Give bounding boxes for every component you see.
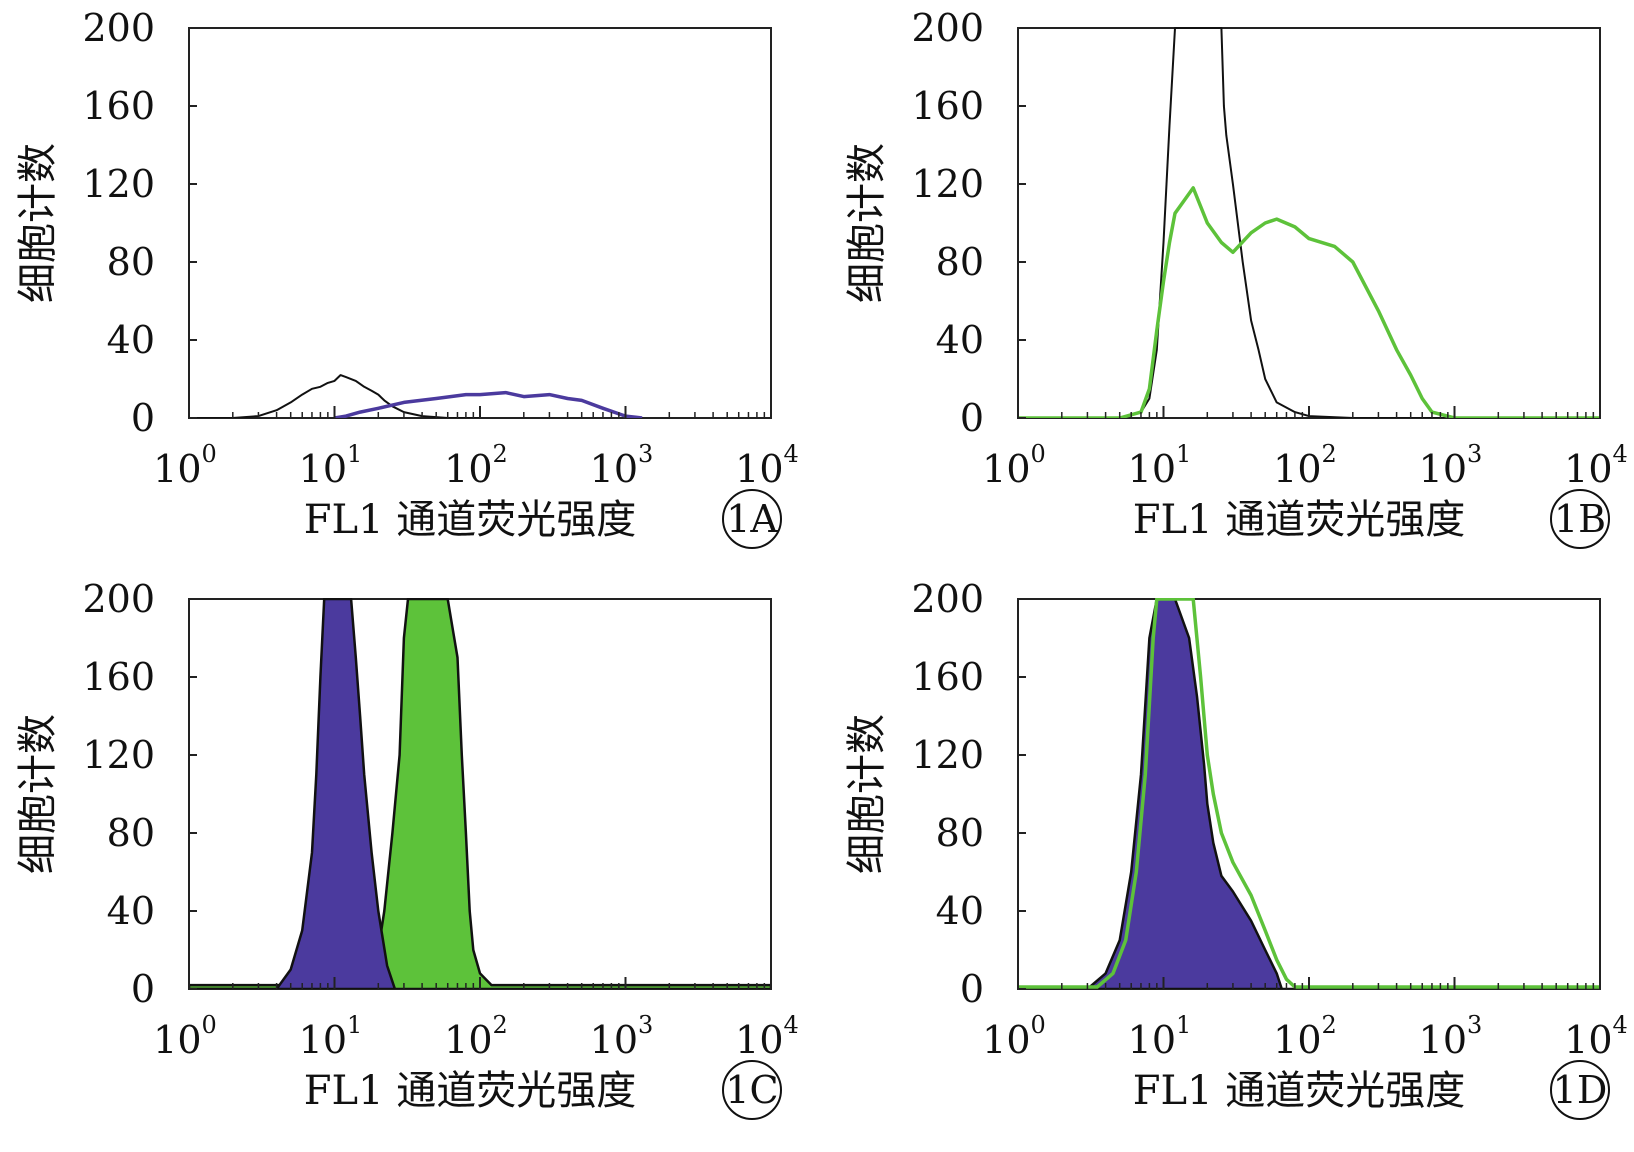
x-tick-label: 104	[1564, 1011, 1628, 1062]
x-tick-label: 104	[735, 440, 799, 491]
plot-area	[1018, 27, 1600, 418]
x-axis-label: FL1 通道荧光强度	[304, 1068, 636, 1114]
y-tick-label: 80	[107, 240, 155, 284]
x-axis-label: FL1 通道荧光强度	[1133, 497, 1465, 543]
plot-area	[1018, 598, 1600, 989]
x-tick-label: 104	[735, 1011, 799, 1062]
panel-tag-circle	[722, 489, 782, 549]
x-tick-label: 102	[1273, 440, 1337, 491]
x-tick-label: 100	[153, 440, 217, 491]
panel-tag-circle	[722, 1060, 782, 1120]
histogram-series-2	[1018, 186, 1600, 418]
y-tick-label: 160	[82, 84, 155, 128]
plot-area	[189, 598, 771, 989]
y-tick-label: 40	[936, 889, 984, 933]
x-tick-label: 101	[1128, 1011, 1192, 1062]
y-tick-label: 200	[911, 577, 984, 621]
y-tick-label: 80	[107, 811, 155, 855]
x-axis-label: FL1 通道荧光强度	[304, 497, 636, 543]
panel-tag-circle	[1550, 1060, 1610, 1120]
plot-frame	[188, 27, 772, 419]
histogram-series-1	[1018, 598, 1600, 989]
y-tick-label: 120	[911, 733, 984, 777]
x-tick-label: 101	[1128, 440, 1192, 491]
x-axis-label: FL1 通道荧光强度	[1133, 1068, 1465, 1114]
histogram-series-2	[189, 598, 397, 989]
x-tick-label: 101	[299, 1011, 363, 1062]
plot-frame	[1017, 598, 1601, 990]
y-tick-label: 200	[911, 6, 984, 50]
plot-frame	[188, 598, 772, 990]
histogram-series-1	[189, 374, 480, 418]
y-tick-label: 160	[911, 84, 984, 128]
x-tick-label: 102	[444, 440, 508, 491]
y-axis-label: 细胞计数	[15, 714, 61, 874]
y-tick-label: 120	[911, 162, 984, 206]
plot-area	[189, 374, 643, 418]
panel-1c: 0 40 80 120 160 200 100 101 102 103 104 细胞计数 FL1 通道荧…	[15, 577, 799, 1120]
panel-1d: 0 40 80 120 160 200 100 101 102 103 104 细胞计数 FL1 通道荧…	[844, 577, 1628, 1120]
y-tick-label: 0	[960, 396, 984, 440]
panel-tag-label: 1C	[725, 1068, 778, 1112]
plot-frame	[1017, 27, 1601, 419]
y-axis-label: 细胞计数	[844, 714, 890, 874]
y-tick-label: 80	[936, 240, 984, 284]
x-tick-label: 103	[1419, 440, 1483, 491]
x-tick-label: 101	[299, 440, 363, 491]
y-tick-label: 200	[82, 6, 155, 50]
histogram-series-2	[334, 390, 643, 418]
panel-tag-label: 1B	[1554, 497, 1606, 541]
y-tick-label: 0	[131, 396, 155, 440]
x-tick-label: 100	[153, 1011, 217, 1062]
x-tick-label: 103	[590, 440, 654, 491]
y-tick-label: 120	[82, 162, 155, 206]
y-tick-label: 120	[82, 733, 155, 777]
y-tick-label: 40	[936, 318, 984, 362]
panel-1a: 0 40 80 120 160 200 100 101 102 103 104 细胞计数 FL1 通道荧…	[15, 6, 799, 549]
x-tick-label: 100	[982, 1011, 1046, 1062]
panel-tag-label: 1D	[1553, 1068, 1608, 1112]
x-tick-label: 100	[982, 440, 1046, 491]
panel-tag-circle	[1550, 489, 1610, 549]
y-axis-label: 细胞计数	[844, 143, 890, 303]
x-tick-label: 102	[444, 1011, 508, 1062]
y-tick-label: 0	[960, 967, 984, 1011]
panel-1b: 0 40 80 120 160 200 100 101 102 103 104 细胞计数 FL1 通道荧…	[844, 6, 1628, 549]
y-tick-label: 40	[107, 318, 155, 362]
histogram-series-2	[1018, 598, 1600, 989]
y-tick-label: 160	[911, 655, 984, 699]
y-tick-label: 0	[131, 967, 155, 1011]
x-tick-label: 103	[590, 1011, 654, 1062]
y-axis-label: 细胞计数	[15, 143, 61, 303]
y-tick-label: 40	[107, 889, 155, 933]
panel-tag-label: 1A	[726, 497, 778, 541]
x-tick-label: 104	[1564, 440, 1628, 491]
y-tick-label: 200	[82, 577, 155, 621]
y-tick-label: 160	[82, 655, 155, 699]
x-tick-label: 103	[1419, 1011, 1483, 1062]
x-tick-label: 102	[1273, 1011, 1337, 1062]
y-tick-label: 80	[936, 811, 984, 855]
histogram-series-1	[1018, 27, 1455, 418]
